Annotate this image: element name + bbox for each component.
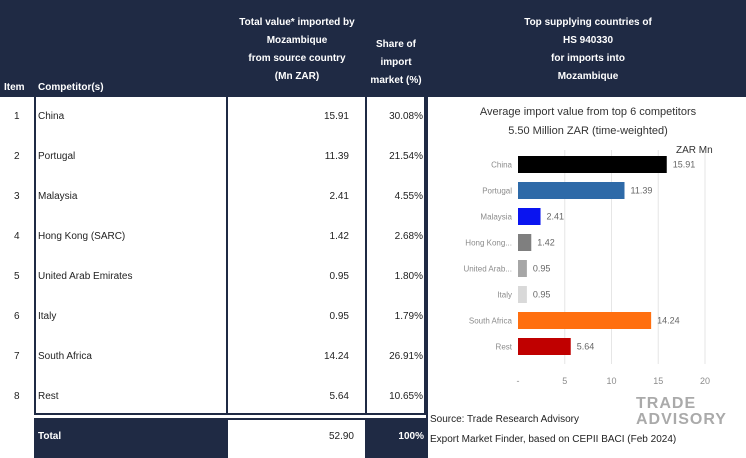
- category-label: Rest: [496, 343, 513, 352]
- bar: [518, 182, 625, 199]
- trade-advisory-logo: TRADE ADVISORY: [636, 395, 727, 428]
- header-top-suppliers: Top supplying countries of HS 940330 for…: [524, 17, 652, 82]
- table-header: [0, 0, 746, 97]
- item-cell: 7: [14, 351, 20, 362]
- category-label: Hong Kong...: [465, 239, 512, 248]
- x-tick-label: 5: [562, 376, 567, 386]
- bar: [518, 312, 652, 329]
- item-cell: 1: [14, 111, 20, 122]
- header-competitor: Competitor(s): [38, 82, 104, 93]
- source-line-1: Source: Trade Research Advisory: [430, 414, 579, 425]
- total-label-cell: [34, 418, 228, 458]
- header-item: Item: [4, 82, 25, 93]
- x-tick-label: 20: [700, 376, 710, 386]
- data-label: 2.41: [547, 212, 565, 222]
- competitor-column-border: [34, 97, 228, 415]
- data-label: 5.64: [577, 342, 595, 352]
- share-cell: 21.54%: [389, 151, 423, 162]
- item-cell: 3: [14, 191, 20, 202]
- bar-chart: China 15.91 Portugal 11.39 Malaysia 2.41 Hong …: [464, 150, 710, 386]
- bar: [518, 286, 527, 303]
- item-cell: 4: [14, 231, 20, 242]
- value-cell: 11.39: [324, 151, 349, 162]
- chart-subtitle: 5.50 Million ZAR (time-weighted): [508, 125, 668, 137]
- competitor-cell: China: [38, 111, 65, 122]
- total-share: 100%: [398, 431, 424, 442]
- table-row: 8 Rest 5.64 10.65%: [0, 377, 426, 417]
- x-tick-label: 15: [653, 376, 663, 386]
- value-cell: 15.91: [323, 111, 349, 122]
- value-cell: 2.41: [329, 191, 349, 202]
- competitor-cell: United Arab Emirates: [38, 271, 133, 282]
- item-cell: 8: [14, 391, 20, 402]
- header-share: Share of import market (%): [370, 39, 422, 86]
- x-tick-label: 10: [606, 376, 616, 386]
- x-tick-label: -: [517, 376, 520, 386]
- section-divider: [426, 97, 428, 458]
- share-cell: 2.68%: [394, 231, 423, 242]
- competitor-cell: South Africa: [38, 351, 92, 362]
- chart-unit-label: ZAR Mn: [676, 145, 713, 156]
- share-cell: 10.65%: [389, 391, 423, 402]
- share-cell: 1.79%: [394, 311, 423, 322]
- total-share-cell: [365, 418, 426, 458]
- chart-title: Average import value from top 6 competit…: [479, 106, 697, 118]
- category-label: United Arab...: [464, 265, 512, 274]
- share-column-border: [365, 97, 426, 415]
- value-cell: 14.24: [323, 351, 349, 362]
- competitor-cell: Portugal: [38, 151, 76, 162]
- data-label: 1.42: [537, 238, 555, 248]
- bar: [518, 260, 527, 277]
- share-cell: 30.08%: [389, 111, 423, 122]
- bar: [518, 338, 571, 355]
- share-cell: 26.91%: [389, 351, 423, 362]
- table-row: 4 Hong Kong (SARC) 1.42 2.68%: [0, 217, 426, 257]
- table-row: 6 Italy 0.95 1.79%: [0, 297, 426, 337]
- total-label: Total: [38, 431, 62, 442]
- category-label: Italy: [497, 291, 512, 300]
- category-label: China: [491, 161, 512, 170]
- item-cell: 6: [14, 311, 20, 322]
- competitor-cell: Rest: [38, 391, 59, 402]
- table-row: 7 South Africa 14.24 26.91%: [0, 337, 426, 377]
- value-cell: 5.64: [329, 391, 349, 402]
- value-cell: 0.95: [329, 311, 349, 322]
- competitor-cell: Malaysia: [38, 191, 78, 202]
- header-total-value: Total value* imported by Mozambique from…: [239, 17, 355, 82]
- category-label: Malaysia: [480, 213, 512, 222]
- competitor-cell: Hong Kong (SARC): [38, 231, 126, 242]
- data-label: 14.24: [657, 316, 680, 326]
- table-row: 1 China 15.91 30.08%: [0, 97, 426, 137]
- table-row: 5 United Arab Emirates 0.95 1.80%: [0, 257, 426, 297]
- value-cell: 0.95: [329, 271, 349, 282]
- category-label: South Africa: [469, 317, 513, 326]
- data-label: 0.95: [533, 264, 551, 274]
- item-cell: 5: [14, 271, 20, 282]
- share-cell: 1.80%: [394, 271, 423, 282]
- value-cell: 1.42: [329, 231, 349, 242]
- share-cell: 4.55%: [394, 191, 423, 202]
- total-value: 52.90: [328, 431, 354, 442]
- bar: [518, 208, 541, 225]
- data-label: 15.91: [673, 160, 696, 170]
- source-line-2: Export Market Finder, based on CEPII BAC…: [430, 434, 677, 445]
- data-label: 11.39: [630, 186, 652, 196]
- bar: [518, 156, 667, 173]
- table-row: 2 Portugal 11.39 21.54%: [0, 137, 426, 177]
- total-value-cell: [228, 418, 365, 458]
- table-bottom-border: [34, 413, 426, 415]
- item-cell: 2: [14, 151, 20, 162]
- table-row: 3 Malaysia 2.41 4.55%: [0, 177, 426, 217]
- category-label: Portugal: [482, 187, 512, 196]
- bar: [518, 234, 532, 251]
- competitor-cell: Italy: [38, 311, 57, 322]
- data-label: 0.95: [533, 290, 551, 300]
